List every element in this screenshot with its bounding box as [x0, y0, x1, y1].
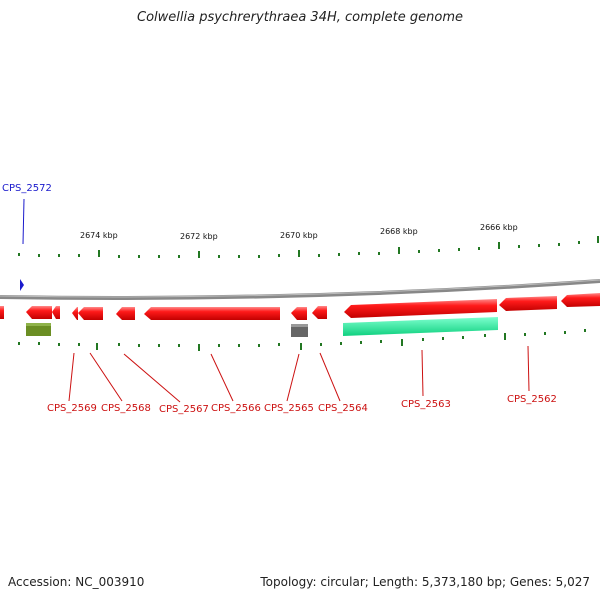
gene-arrow-cps-2567[interactable] — [116, 307, 135, 320]
gene-arrow-cps-2568b[interactable] — [78, 307, 103, 320]
gene-arrow-cps-2572[interactable] — [20, 279, 24, 291]
gene-arrow-cps-2566[interactable] — [144, 307, 280, 320]
gene-label-cps-2568: CPS_2568 — [101, 403, 151, 414]
gene-leader-cps-2572 — [22, 198, 25, 245]
feature-olive[interactable] — [26, 323, 51, 336]
axis-label-2666: 2666 kbp — [480, 223, 518, 232]
gene-arrow-edge-right[interactable] — [561, 293, 600, 307]
gene-label-cps-2566: CPS_2566 — [211, 403, 261, 414]
axis-label-2670: 2670 kbp — [280, 231, 318, 240]
gene-arrow-cps-2562[interactable] — [499, 296, 557, 311]
axis-label-2672: 2672 kbp — [180, 232, 218, 241]
gene-arrow-cps-2563[interactable] — [344, 299, 497, 318]
gene-arrow-cps-2565[interactable] — [291, 307, 307, 320]
diagram-title: Colwellia psychrerythraea 34H, complete … — [137, 10, 463, 25]
gene-label-cps-2567: CPS_2567 — [159, 404, 209, 415]
gene-label-cps-2564: CPS_2564 — [318, 403, 368, 414]
gene-arrow-edge-left[interactable] — [0, 306, 4, 319]
accession-text: Accession: NC_003910 — [8, 575, 145, 589]
genome-backbone — [0, 279, 600, 300]
gene-label-cps-2565: CPS_2565 — [264, 403, 314, 414]
upper-tick-track — [18, 236, 599, 258]
gene-label-cps-2562: CPS_2562 — [507, 394, 557, 405]
gene-leader-lines — [68, 345, 530, 403]
axis-label-2668: 2668 kbp — [380, 227, 418, 236]
feature-gray[interactable] — [291, 324, 308, 337]
gene-arrow-cps-2569[interactable] — [26, 306, 52, 319]
gene-arrow-cps-2564[interactable] — [312, 306, 327, 319]
topology-text: Topology: circular; Length: 5,373,180 bp… — [260, 575, 590, 589]
gene-label-cps-2563: CPS_2563 — [401, 399, 451, 410]
lower-tick-track — [18, 329, 586, 351]
gene-arrow-cps-2568[interactable] — [72, 307, 78, 320]
axis-label-2674: 2674 kbp — [80, 231, 118, 240]
cds-track — [0, 293, 600, 320]
gene-arrow-cps-2569b[interactable] — [52, 306, 60, 319]
feature-rna[interactable] — [343, 317, 498, 336]
gene-label-cps-2569: CPS_2569 — [47, 403, 97, 414]
gene-label-cps-2572: CPS_2572 — [2, 183, 52, 194]
